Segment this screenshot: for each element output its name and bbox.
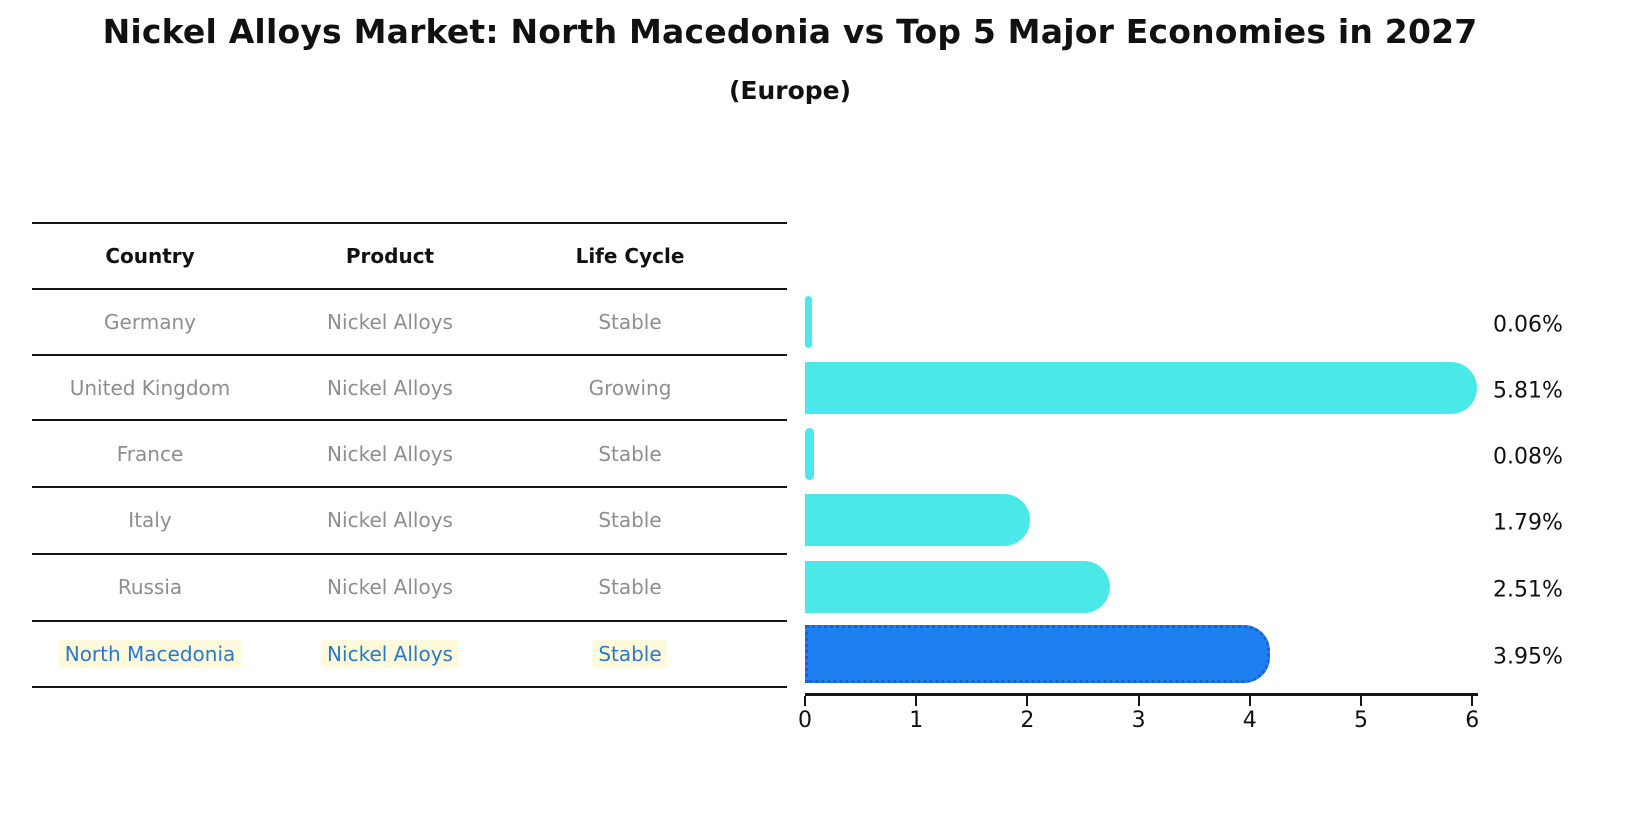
table-cell-life_cycle: Stable (598, 442, 661, 466)
bar-russia (805, 561, 1111, 613)
cell-text: Russia (117, 575, 183, 599)
cell-text: Germany (104, 310, 196, 334)
table-rule-line (32, 553, 787, 555)
cell-text: Nickel Alloys (327, 376, 453, 400)
bar-italy (805, 494, 1031, 546)
table-cell-product: Nickel Alloys (327, 508, 453, 532)
table-header-country: Country (105, 244, 195, 268)
bar-value-label: 3.95% (1493, 644, 1563, 670)
bar-value-label: 0.08% (1493, 444, 1563, 470)
x-axis-tick (1026, 696, 1029, 706)
table-rule-line (32, 354, 787, 356)
x-axis-tick (1360, 696, 1362, 706)
table-rule-line (32, 620, 787, 622)
bar-united-kingdom (805, 362, 1478, 414)
cell-text: Stable (598, 575, 662, 599)
cell-text: Nickel Alloys (327, 442, 453, 466)
cell-text: Stable (598, 508, 662, 532)
table-cell-country: France (117, 442, 184, 466)
chart-subtitle: (Europe) (728, 76, 852, 105)
highlighted-cell-text: Stable (592, 640, 668, 668)
table-rule-line (32, 419, 787, 421)
table-header-product: Product (345, 244, 435, 268)
cell-text: France (116, 442, 184, 466)
table-cell-life_cycle: Stable (598, 508, 661, 532)
chart-title: Nickel Alloys Market: North Macedonia vs… (102, 12, 1478, 51)
bar-france (805, 428, 814, 480)
table-cell-country: United Kingdom (70, 376, 231, 400)
x-axis-tick (915, 696, 918, 706)
x-axis-line (805, 693, 1478, 696)
table-cell-life_cycle: Growing (589, 376, 672, 400)
table-cell-life_cycle: Stable (598, 310, 661, 334)
cell-text: Growing (588, 376, 672, 400)
highlighted-cell-text: North Macedonia (58, 640, 242, 668)
cell-text: Italy (128, 508, 172, 532)
table-rule-line (32, 222, 787, 224)
table-cell-life_cycle: Stable (598, 575, 661, 599)
x-axis-tick-label: 0 (798, 708, 812, 733)
bar-value-label: 2.51% (1493, 577, 1563, 603)
highlighted-cell-text: Nickel Alloys (321, 640, 459, 668)
table-cell-product: Nickel Alloys (327, 442, 453, 466)
table-cell-country: Italy (128, 508, 171, 532)
table-header-life-cycle: Life Cycle (575, 244, 685, 268)
table-rule-line (32, 686, 787, 688)
cell-text: United Kingdom (69, 376, 231, 400)
bar-north-macedonia (805, 625, 1271, 683)
table-cell-country: North Macedonia (58, 640, 242, 668)
x-axis-tick (1137, 696, 1140, 706)
table-cell-product: Nickel Alloys (321, 640, 459, 668)
bar-value-label: 5.81% (1493, 378, 1563, 404)
table-cell-product: Nickel Alloys (327, 575, 453, 599)
table-cell-life_cycle: Stable (592, 640, 668, 668)
x-axis-tick-label: 5 (1354, 708, 1368, 733)
bar-value-label: 1.79% (1493, 510, 1563, 536)
table-cell-country: Germany (104, 310, 196, 334)
bar-value-label: 0.06% (1493, 312, 1563, 338)
x-axis-tick-label: 4 (1242, 708, 1257, 733)
cell-text: Nickel Alloys (327, 508, 453, 532)
cell-text: Stable (598, 310, 662, 334)
x-axis-tick (1248, 696, 1251, 706)
table-cell-product: Nickel Alloys (327, 376, 453, 400)
x-axis-tick (1471, 696, 1474, 706)
bar-germany (805, 296, 812, 348)
x-axis-tick-label: 3 (1131, 708, 1146, 733)
x-axis-tick-label: 6 (1465, 708, 1480, 733)
x-axis-tick-label: 2 (1020, 708, 1035, 733)
cell-text: Nickel Alloys (327, 575, 453, 599)
x-axis-tick (804, 696, 806, 706)
x-axis-tick-label: 1 (909, 708, 924, 733)
cell-text: Nickel Alloys (327, 310, 453, 334)
table-cell-country: Russia (118, 575, 182, 599)
table-rule-line (32, 486, 787, 488)
table-rule-line (32, 288, 787, 290)
table-cell-product: Nickel Alloys (327, 310, 453, 334)
cell-text: Stable (598, 442, 662, 466)
